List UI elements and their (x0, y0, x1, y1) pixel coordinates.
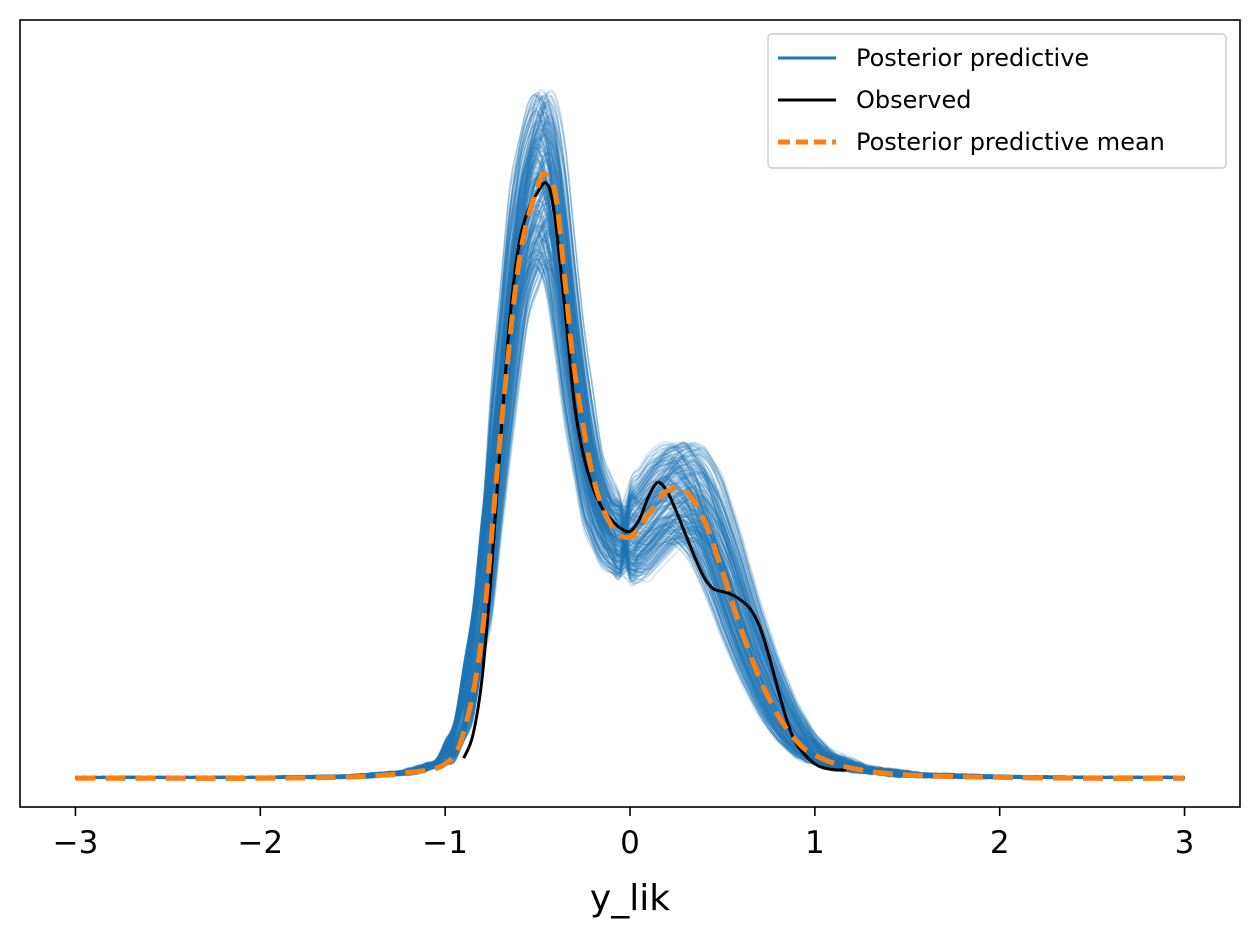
observed-line (462, 181, 847, 772)
legend-observed-label: Observed (856, 86, 971, 114)
series-group (75, 89, 1185, 781)
x-tick-label: −1 (422, 825, 468, 861)
x-tick-label: −3 (53, 825, 99, 861)
x-tick-label: 2 (990, 825, 1010, 861)
x-axis: −3 −2 −1 0 1 2 3 (53, 807, 1195, 861)
x-tick-label: 3 (1175, 825, 1195, 861)
legend-posterior-predictive-label: Posterior predictive (856, 44, 1089, 72)
x-tick-label: −2 (237, 825, 283, 861)
legend: Posterior predictive Observed Posterior pr… (767, 33, 1227, 169)
legend-posterior-predictive-mean-label: Posterior predictive mean (856, 128, 1165, 156)
posterior-predictive-mean-line (75, 171, 1185, 781)
plot-area (75, 89, 1185, 781)
x-tick-label: 1 (805, 825, 825, 861)
x-axis-label: y_lik (590, 878, 670, 919)
x-tick-label: 0 (620, 825, 640, 861)
legend-box (767, 33, 1227, 169)
